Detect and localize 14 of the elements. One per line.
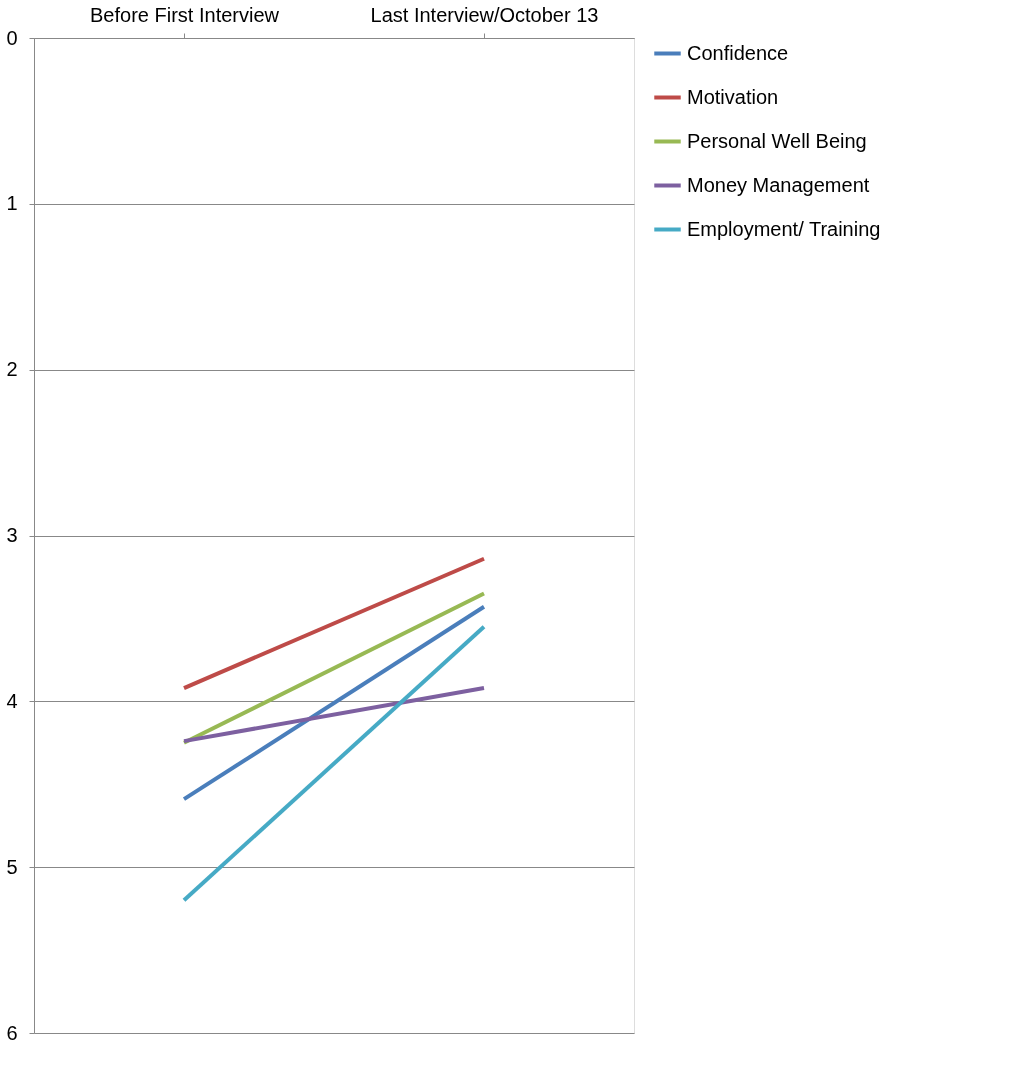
legend-label: Employment/ Training [687,217,881,240]
y-tick-label: 5 [6,855,18,878]
legend-label: Personal Well Being [687,129,867,152]
y-tick-label: 3 [6,524,18,546]
y-tick-label: 0 [6,26,18,49]
x-tick-label: Last Interview/October 13 [370,3,599,26]
y-tick-label: 4 [6,689,18,712]
legend-label: Motivation [687,85,779,108]
legend-label: Confidence [687,41,789,64]
x-tick-label: Before First Interview [90,3,280,26]
y-tick-label: 2 [6,358,18,381]
legend-label: Money Management [687,173,870,196]
y-tick-label: 1 [6,192,18,215]
y-tick-label: 6 [6,1021,18,1044]
